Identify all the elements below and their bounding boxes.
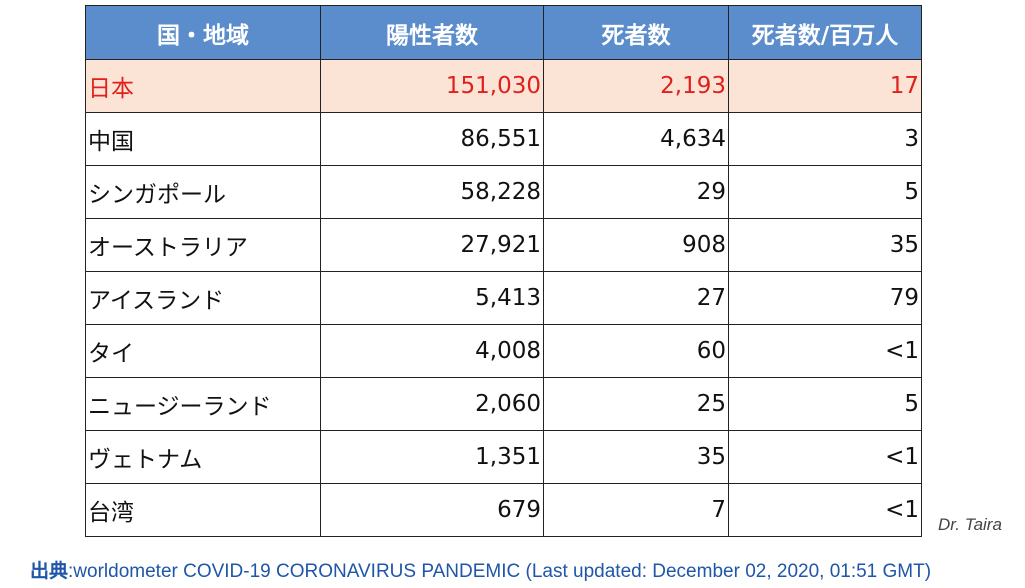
- credit: Dr. Taira: [938, 515, 1002, 534]
- value-cell: 35: [543, 430, 729, 484]
- column-header: 死者数/百万人: [728, 5, 922, 60]
- value-cell: 35: [728, 218, 922, 272]
- source-note: 出典:worldometer COVID-19 CORONAVIRUS PAND…: [30, 556, 931, 583]
- value-cell: 29: [543, 165, 729, 219]
- source-text: :worldometer COVID-19 CORONAVIRUS PANDEM…: [68, 561, 932, 582]
- country-cell: アイスランド: [85, 271, 321, 325]
- value-cell: 27: [543, 271, 729, 325]
- value-cell: 5,413: [320, 271, 544, 325]
- country-cell: ニュージーランド: [85, 377, 321, 431]
- source-label: 出典: [30, 561, 69, 582]
- table-row: 中国 86,551 4,634 3: [85, 112, 922, 166]
- column-header: 死者数: [543, 5, 729, 60]
- value-cell: 25: [543, 377, 729, 431]
- value-cell: 5: [728, 377, 922, 431]
- country-cell: 台湾: [85, 483, 321, 537]
- table-row: ヴェトナム 1,351 35 <1: [85, 430, 922, 484]
- value-cell: 151,030: [320, 59, 544, 113]
- value-cell: 1,351: [320, 430, 544, 484]
- value-cell: <1: [728, 324, 922, 378]
- value-cell: 58,228: [320, 165, 544, 219]
- country-cell: タイ: [85, 324, 321, 378]
- value-cell: 4,008: [320, 324, 544, 378]
- value-cell: 679: [320, 483, 544, 537]
- value-cell: 60: [543, 324, 729, 378]
- table-row: シンガポール 58,228 29 5: [85, 165, 922, 219]
- table-row: アイスランド 5,413 27 79: [85, 271, 922, 325]
- value-cell: 27,921: [320, 218, 544, 272]
- table-row: 台湾 679 7 <1: [85, 483, 922, 537]
- value-cell: 86,551: [320, 112, 544, 166]
- column-header: 陽性者数: [320, 5, 544, 60]
- value-cell: 5: [728, 165, 922, 219]
- value-cell: 2,060: [320, 377, 544, 431]
- value-cell: 79: [728, 271, 922, 325]
- value-cell: 2,193: [543, 59, 729, 113]
- country-cell: シンガポール: [85, 165, 321, 219]
- country-cell: オーストラリア: [85, 218, 321, 272]
- table-row: ニュージーランド 2,060 25 5: [85, 377, 922, 431]
- value-cell: <1: [728, 430, 922, 484]
- value-cell: 17: [728, 59, 922, 113]
- value-cell: 4,634: [543, 112, 729, 166]
- header-row: 国・地域 陽性者数 死者数 死者数/百万人: [85, 5, 922, 60]
- covid-table: 国・地域 陽性者数 死者数 死者数/百万人 日本 151,030 2,193 17 中国 86,…: [85, 5, 922, 537]
- value-cell: 908: [543, 218, 729, 272]
- table-row: タイ 4,008 60 <1: [85, 324, 922, 378]
- column-header: 国・地域: [85, 5, 321, 60]
- table-row: オーストラリア 27,921 908 35: [85, 218, 922, 272]
- country-cell: 中国: [85, 112, 321, 166]
- value-cell: 3: [728, 112, 922, 166]
- table-row: 日本 151,030 2,193 17: [85, 59, 922, 113]
- value-cell: <1: [728, 483, 922, 537]
- country-cell: 日本: [85, 59, 321, 113]
- value-cell: 7: [543, 483, 729, 537]
- country-cell: ヴェトナム: [85, 430, 321, 484]
